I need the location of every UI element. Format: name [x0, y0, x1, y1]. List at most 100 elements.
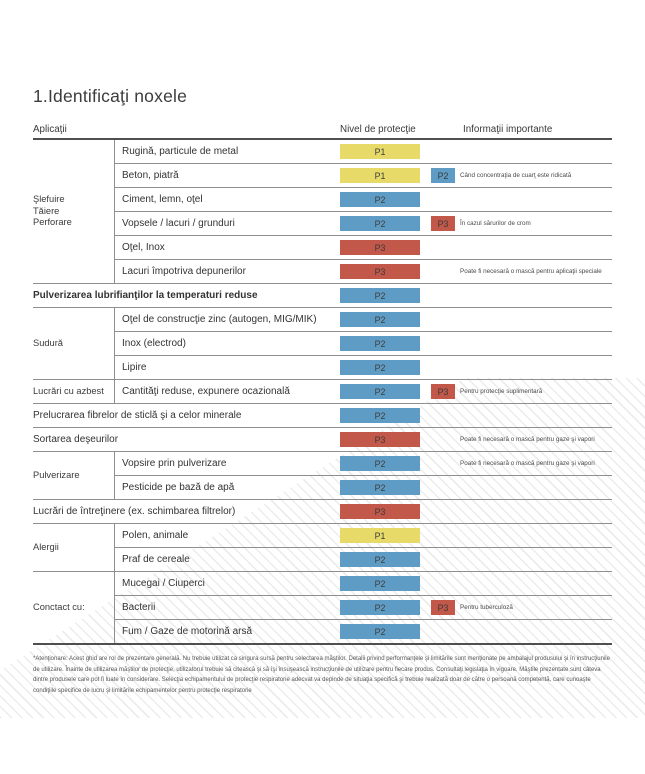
- protection-table: Şlefuire Tăiere Perforare Rugină, particu…: [33, 140, 612, 645]
- application-label: Prelucrarea fibrelor de sticlă şi a celo…: [33, 410, 242, 421]
- column-header-important-info: Informaţii importante: [463, 124, 553, 135]
- application-label: Sortarea deşeurilor: [33, 434, 119, 445]
- table-row: Beton, piatră P1 P2 Când concentraţia de cu…: [115, 163, 612, 187]
- table-row: Oţel de construcţie zinc (autogen, MIG/M…: [115, 308, 612, 331]
- protection-badge-primary: P2: [340, 456, 420, 471]
- protection-badges: P2: [340, 288, 460, 303]
- protection-badge-primary: P1: [340, 168, 420, 183]
- group-rows: Oţel de construcţie zinc (autogen, MIG/M…: [115, 308, 612, 379]
- table-row: Fum / Gaze de motorină arsă P2: [115, 619, 612, 643]
- protection-badges: P1: [340, 144, 460, 159]
- protection-badges: P2: [340, 624, 460, 639]
- protection-badges: P2: [340, 480, 460, 495]
- protection-badge-primary: P2: [340, 384, 420, 399]
- table-row: Oţel, Inox P3: [115, 235, 612, 259]
- protection-badge-primary: P1: [340, 528, 420, 543]
- protection-badge-primary: P2: [340, 360, 420, 375]
- protection-badge-primary: P3: [340, 504, 420, 519]
- important-info-text: Când concentraţia de cuarţ este ridicată: [460, 172, 572, 179]
- protection-badge-secondary: P3: [431, 384, 455, 399]
- protection-badge-primary: P2: [340, 408, 420, 423]
- table-header: Aplicaţii Nivel de protecţie Informaţii …: [33, 122, 612, 140]
- application-label: Vopsele / lacuri / grunduri: [122, 218, 235, 229]
- column-header-applications: Aplicaţii: [33, 124, 67, 135]
- application-label: Oţel de construcţie zinc (autogen, MIG/M…: [122, 314, 317, 325]
- table-group-fullspan: Lucrări de întreţinere (ex. schimbarea f…: [33, 499, 612, 523]
- protection-badges: P3: [340, 240, 460, 255]
- content-area: 1.Identificaţi noxele Aplicaţii Nivel de…: [33, 86, 612, 702]
- table-row: Lacuri împotriva depunerilor P3 Poate fi n…: [115, 259, 612, 283]
- table-row: Polen, animale P1: [115, 524, 612, 547]
- table-group: Lucrări cu azbest Cantităţi reduse, expun…: [33, 379, 612, 403]
- protection-badge-primary: P2: [340, 480, 420, 495]
- protection-badges: P3: [340, 504, 460, 519]
- table-row: Vopsele / lacuri / grunduri P2 P3 În cazul …: [115, 211, 612, 235]
- protection-badges: P2 P3: [340, 600, 460, 615]
- protection-badge-primary: P2: [340, 192, 420, 207]
- application-label: Fum / Gaze de motorină arsă: [122, 626, 253, 637]
- group-rows: Mucegai / Ciuperci P2 Bacterii P2 P3 Pentru t…: [115, 572, 612, 643]
- category-cell: Conctact cu:: [33, 572, 115, 643]
- group-rows: Prelucrarea fibrelor de sticlă şi a celo…: [33, 404, 612, 427]
- application-label: Lucrări de întreţinere (ex. schimbarea f…: [33, 506, 236, 517]
- group-rows: Sortarea deşeurilor P3 Poate fi necesară o…: [33, 428, 612, 451]
- group-rows: Cantităţi reduse, expunere ocazională P2 P…: [115, 380, 612, 403]
- important-info-text: Poate fi necesară o mască pentru gaze şi…: [460, 436, 595, 443]
- protection-badge-primary: P2: [340, 624, 420, 639]
- table-group-fullspan: Pulverizarea lubrifianţilor la temperatu…: [33, 283, 612, 307]
- application-label: Inox (electrod): [122, 338, 186, 349]
- group-rows: Rugină, particule de metal P1 Beton, piatr…: [115, 140, 612, 283]
- application-label: Praf de cereale: [122, 554, 190, 565]
- protection-badge-primary: P2: [340, 288, 420, 303]
- table-row: Pulverizarea lubrifianţilor la temperatu…: [33, 284, 612, 307]
- table-row: Rugină, particule de metal P1: [115, 140, 612, 163]
- application-label: Vopsire prin pulverizare: [122, 458, 227, 469]
- protection-badge-primary: P3: [340, 240, 420, 255]
- important-info-text: Pentru protecţie suplimentară: [460, 388, 543, 395]
- protection-badges: P2: [340, 576, 460, 591]
- table-group-fullspan: Sortarea deşeurilor P3 Poate fi necesară o…: [33, 427, 612, 451]
- application-label: Oţel, Inox: [122, 242, 165, 253]
- protection-badge-primary: P2: [340, 312, 420, 327]
- application-label: Ciment, lemn, oţel: [122, 194, 203, 205]
- table-group: Pulverizare Vopsire prin pulverizare P2 Poa…: [33, 451, 612, 499]
- protection-badges: P2: [340, 408, 460, 423]
- protection-badges: P2: [340, 336, 460, 351]
- application-label: Bacterii: [122, 602, 156, 613]
- table-row: Inox (electrod) P2: [115, 331, 612, 355]
- protection-badges: P2: [340, 312, 460, 327]
- group-rows: Lucrări de întreţinere (ex. schimbarea f…: [33, 500, 612, 523]
- table-row: Lipire P2: [115, 355, 612, 379]
- application-label: Polen, animale: [122, 530, 189, 541]
- protection-badges: P2 P3: [340, 384, 460, 399]
- application-label: Pesticide pe bază de apă: [122, 482, 235, 493]
- table-row: Mucegai / Ciuperci P2: [115, 572, 612, 595]
- important-info-text: În cazul sărurilor de crom: [460, 220, 531, 227]
- protection-badges: P3: [340, 264, 460, 279]
- application-label: Lipire: [122, 362, 147, 373]
- table-row: Praf de cereale P2: [115, 547, 612, 571]
- protection-badge-secondary: P2: [431, 168, 455, 183]
- page-title: 1.Identificaţi noxele: [33, 86, 188, 106]
- protection-badge-secondary: P3: [431, 216, 455, 231]
- column-header-protection-level: Nivel de protecţie: [340, 124, 416, 135]
- table-row: Vopsire prin pulverizare P2 Poate fi neces…: [115, 452, 612, 475]
- protection-badges: P1 P2: [340, 168, 460, 183]
- group-rows: Vopsire prin pulverizare P2 Poate fi neces…: [115, 452, 612, 499]
- application-label: Cantităţi reduse, expunere ocazională: [122, 386, 290, 397]
- table-row: Pesticide pe bază de apă P2: [115, 475, 612, 499]
- protection-badges: P2: [340, 192, 460, 207]
- application-label: Beton, piatră: [122, 170, 179, 181]
- table-row: Prelucrarea fibrelor de sticlă şi a celo…: [33, 404, 612, 427]
- group-rows: Pulverizarea lubrifianţilor la temperatu…: [33, 284, 612, 307]
- group-rows: Polen, animale P1 Praf de cereale P2: [115, 524, 612, 571]
- protection-badges: P2: [340, 456, 460, 471]
- protection-badge-primary: P2: [340, 336, 420, 351]
- table-row: Sortarea deşeurilor P3 Poate fi necesară o…: [33, 428, 612, 451]
- important-info-text: Poate fi necesară o mască pentru aplicaţ…: [460, 268, 602, 275]
- protection-badge-primary: P2: [340, 216, 420, 231]
- category-cell: Şlefuire Tăiere Perforare: [33, 140, 115, 283]
- protection-badge-primary: P2: [340, 600, 420, 615]
- application-label: Pulverizarea lubrifianţilor la temperatu…: [33, 290, 258, 301]
